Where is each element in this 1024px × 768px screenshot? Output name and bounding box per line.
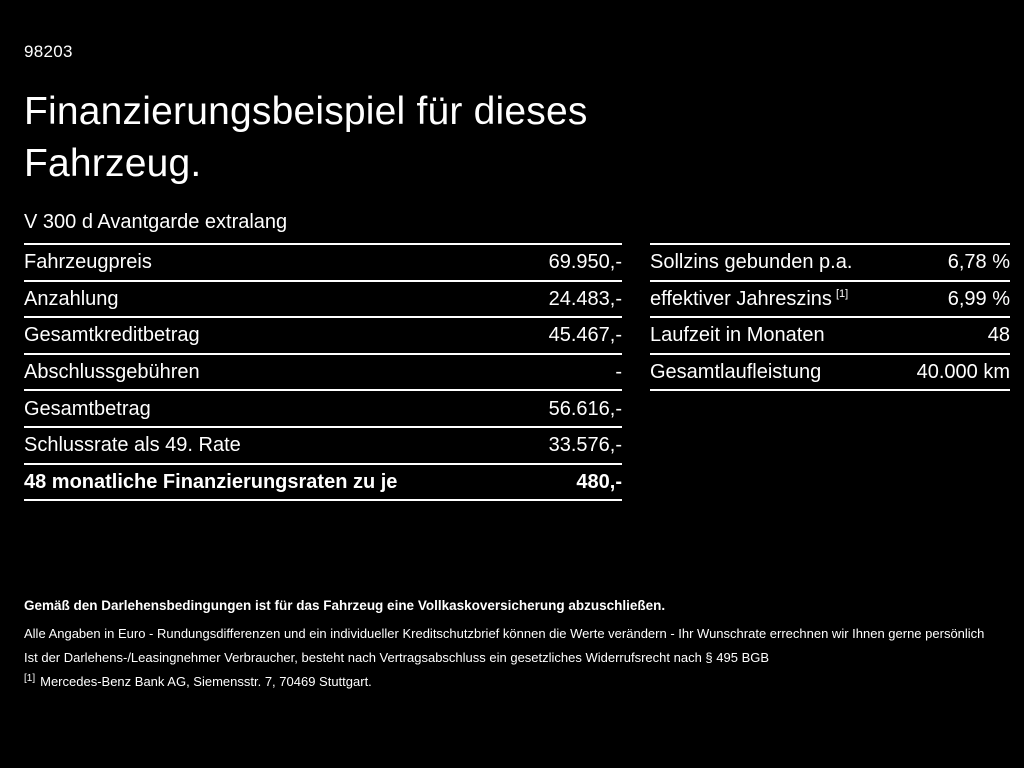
table-row: Anzahlung 24.483,-: [24, 279, 622, 317]
row-value: 48: [987, 324, 1010, 347]
financing-table-right: Sollzins gebunden p.a. 6,78 % effektiver…: [650, 243, 1010, 392]
row-value: 56.616,-: [548, 397, 622, 420]
row-value: -: [615, 361, 622, 384]
row-label-text: effektiver Jahreszins: [650, 287, 832, 310]
row-label: Schlussrate als 49. Rate: [24, 434, 241, 457]
row-value: 6,78 %: [947, 251, 1010, 274]
row-value: 480,-: [576, 470, 622, 493]
row-label: Fahrzeugpreis: [24, 251, 152, 274]
table-row-monthly-rate: 48 monatliche Finanzierungsraten zu je 4…: [24, 462, 622, 500]
row-label: 48 monatliche Finanzierungsraten zu je: [24, 470, 398, 493]
row-label: Anzahlung: [24, 287, 119, 310]
row-value: 45.467,-: [548, 324, 622, 347]
page-title-line1: Finanzierungsbeispiel für dieses: [24, 90, 588, 133]
document-number: 98203: [24, 42, 73, 61]
table-row: Gesamtkreditbetrag 45.467,-: [24, 316, 622, 353]
footnote-text: Mercedes-Benz Bank AG, Siemensstr. 7, 70…: [40, 674, 372, 689]
row-label: Abschlussgebühren: [24, 361, 200, 384]
footer-footnote: [1] Mercedes-Benz Bank AG, Siemensstr. 7,…: [24, 672, 1004, 689]
financing-table-left: Fahrzeugpreis 69.950,- Anzahlung 24.483,…: [24, 243, 622, 502]
footer-disclaimer-line: Alle Angaben in Euro - Rundungsdifferenz…: [24, 626, 985, 641]
page-title: Finanzierungsbeispiel für dieses Fahrzeu…: [24, 86, 588, 190]
row-value: 6,99 %: [947, 287, 1010, 310]
row-label: Gesamtbetrag: [24, 397, 151, 420]
row-value: 40.000 km: [916, 361, 1010, 384]
row-label: Gesamtkreditbetrag: [24, 324, 200, 347]
footnote-ref: [1]: [835, 288, 849, 301]
footer-disclaimer-line: Ist der Darlehens-/Leasingnehmer Verbrau…: [24, 650, 770, 665]
footer-insurance-note: Gemäß den Darlehensbedingungen ist für d…: [24, 598, 666, 613]
table-row: Gesamtlaufleistung 40.000 km: [650, 352, 1010, 390]
row-value: 69.950,-: [548, 251, 622, 274]
footnote-marker: [1]: [24, 672, 36, 684]
table-row: effektiver Jahreszins [1] 6,99 %: [650, 279, 1010, 317]
row-value: 33.576,-: [548, 434, 622, 457]
row-label: Sollzins gebunden p.a.: [650, 251, 853, 274]
table-row: Schlussrate als 49. Rate 33.576,-: [24, 425, 622, 463]
row-label: effektiver Jahreszins [1]: [650, 282, 848, 316]
row-value: 24.483,-: [548, 287, 622, 310]
row-label: Laufzeit in Monaten: [650, 324, 825, 347]
legal-footer: Gemäß den Darlehensbedingungen ist für d…: [24, 598, 1004, 689]
table-row: Sollzins gebunden p.a. 6,78 %: [650, 243, 1010, 280]
page-title-line2: Fahrzeug.: [24, 142, 202, 185]
table-row: Fahrzeugpreis 69.950,-: [24, 243, 622, 280]
table-row: Gesamtbetrag 56.616,-: [24, 389, 622, 426]
table-row: Laufzeit in Monaten 48: [650, 316, 1010, 353]
vehicle-model-subtitle: V 300 d Avantgarde extralang: [24, 211, 288, 233]
table-row: Abschlussgebühren -: [24, 352, 622, 390]
row-label: Gesamtlaufleistung: [650, 361, 822, 384]
